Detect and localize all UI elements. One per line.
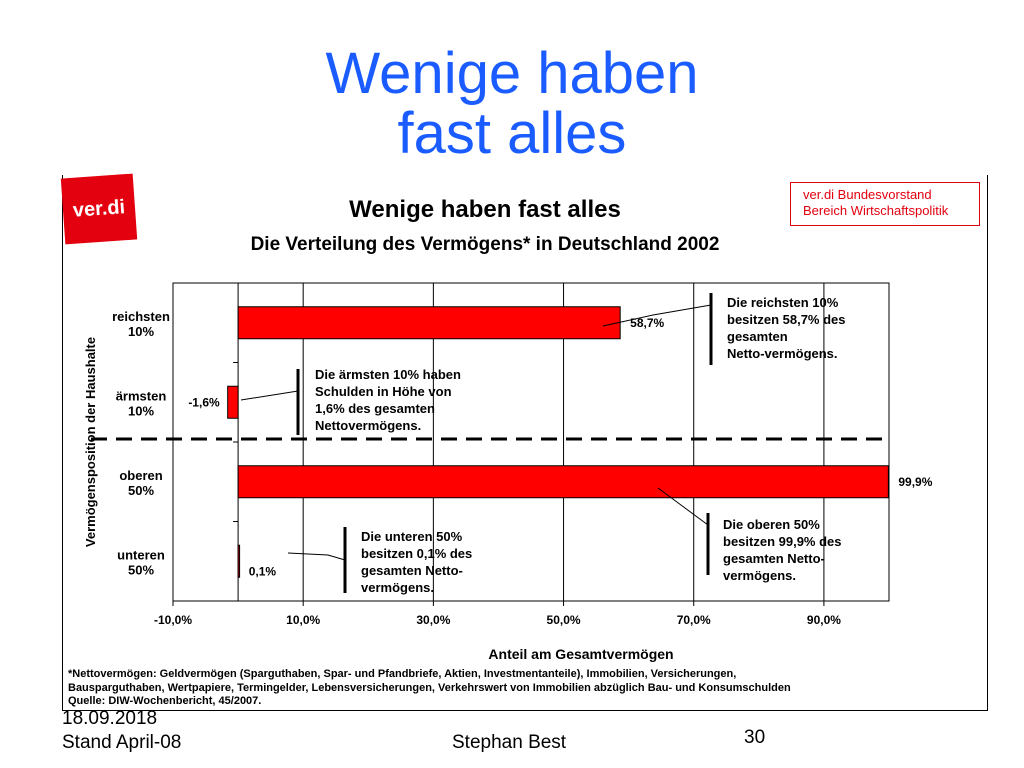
- y-axis-label: Vermögensposition der Haushalte: [83, 337, 98, 547]
- bar: [237, 465, 889, 499]
- x-tick-label: 30,0%: [416, 613, 450, 627]
- x-tick-label: 10,0%: [286, 613, 320, 627]
- data-label: 58,7%: [630, 316, 664, 330]
- annotation-text: Die ärmsten 10% haben: [315, 367, 461, 382]
- annotation-text: vermögens.: [361, 580, 434, 595]
- annotation-text: gesamten: [727, 329, 788, 344]
- category-label: 50%: [128, 562, 154, 577]
- x-axis-label: Anteil am Gesamtvermögen: [488, 646, 673, 662]
- chart-svg: -10,0% 10,0% 30,0% 50,0% 70,0% 90,0% reichsten…: [83, 282, 933, 662]
- verdi-logo: ver.di: [60, 173, 138, 245]
- annotation-text: Die reichsten 10%: [727, 295, 839, 310]
- x-tick-label: 90,0%: [807, 613, 841, 627]
- footnote: *Nettovermögen: Geldvermögen (Sparguthab…: [68, 668, 968, 709]
- annotation-text: vermögens.: [723, 568, 796, 583]
- slide-title-line2: fast alles: [397, 101, 627, 166]
- annotation-text: Die unteren 50%: [361, 529, 463, 544]
- info-box-line2: Bereich Wirtschaftspolitik: [803, 203, 949, 218]
- annotation-text: besitzen 58,7% des: [727, 312, 846, 327]
- category-label: oberen: [119, 468, 162, 483]
- annotation-text: Nettovermögens.: [315, 418, 421, 433]
- x-tick-label: -10,0%: [154, 613, 192, 627]
- footer-stand: Stand April-08: [62, 732, 182, 753]
- annotation-leader: [657, 487, 709, 526]
- category-label: 10%: [128, 324, 154, 339]
- footnote-line1: *Nettovermögen: Geldvermögen (Sparguthab…: [68, 668, 737, 680]
- annotation-text: gesamten Netto-: [723, 551, 825, 566]
- x-tick-label: 50,0%: [547, 613, 581, 627]
- category-label: reichsten: [112, 309, 170, 324]
- annotation-text: Die oberen 50%: [723, 517, 820, 532]
- annotation-leader: [240, 390, 299, 401]
- bar: [237, 306, 621, 340]
- bar: [227, 385, 239, 419]
- slide-title-line1: Wenige haben: [325, 41, 699, 106]
- data-label: -1,6%: [188, 395, 220, 409]
- footer-author: Stephan Best: [452, 732, 567, 753]
- bar: [237, 544, 241, 578]
- category-label: ärmsten: [116, 388, 167, 403]
- footnote-line3: Quelle: DIW-Wochenbericht, 45/2007.: [68, 695, 262, 707]
- data-label: 0,1%: [249, 564, 277, 578]
- chart-panel: -10,0% 10,0% 30,0% 50,0% 70,0% 90,0% reichsten…: [62, 175, 988, 711]
- logo-text: ver.di: [72, 196, 126, 222]
- category-label: unteren: [117, 547, 165, 562]
- data-label: 99,9%: [898, 475, 932, 489]
- annotation-text: Netto-vermögens.: [727, 346, 838, 361]
- category-label: 50%: [128, 483, 154, 498]
- footer-date: 18.09.2018: [62, 708, 158, 729]
- x-tick-label: 70,0%: [677, 613, 711, 627]
- chart-title: Wenige haben fast alles: [349, 196, 621, 223]
- annotation-leader: [602, 304, 712, 327]
- annotation-text: gesamten Netto-: [361, 563, 463, 578]
- chart-subtitle: Die Verteilung des Vermögens* in Deutsch…: [250, 234, 720, 255]
- annotation-text: besitzen 99,9% des: [723, 534, 842, 549]
- info-box: ver.di Bundesvorstand Bereich Wirtschaft…: [790, 182, 980, 226]
- category-label: 10%: [128, 403, 154, 418]
- annotation-text: besitzen 0,1% des: [361, 546, 472, 561]
- plot-area: [172, 282, 890, 602]
- annotation-text: 1,6% des gesamten: [315, 401, 435, 416]
- info-box-line1: ver.di Bundesvorstand: [803, 187, 932, 202]
- annotation-leader: [287, 552, 346, 561]
- annotation-text: Schulden in Höhe von: [315, 384, 452, 399]
- page-number: 30: [744, 727, 766, 748]
- footnote-line2: Bausparguthaben, Wertpapiere, Termingeld…: [68, 681, 791, 694]
